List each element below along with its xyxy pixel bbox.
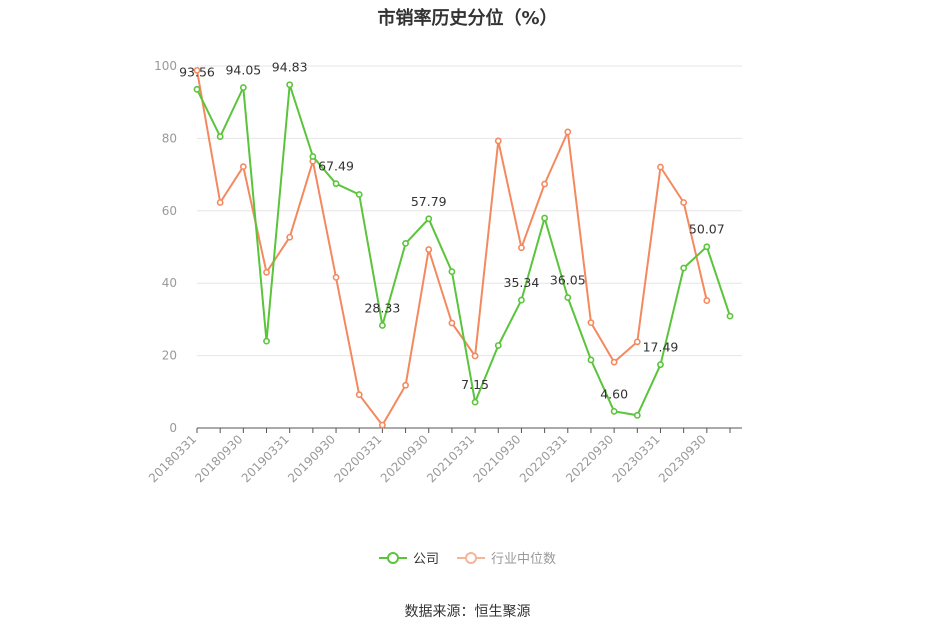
series-point-0	[494, 342, 502, 349]
series-point-1	[286, 233, 294, 241]
y-tick-label: 0	[169, 421, 177, 435]
data-label: 28.33	[364, 300, 400, 315]
series-point-1	[494, 137, 502, 145]
x-tick-label: 20220930	[563, 432, 616, 485]
series-point-1	[332, 274, 340, 281]
series-point-0	[193, 85, 201, 93]
series-point-1	[518, 244, 525, 252]
legend: 公司 行业中位数	[0, 548, 935, 567]
x-tick-label: 20210331	[424, 432, 477, 485]
series-point-1	[425, 246, 433, 253]
series-point-0	[378, 322, 386, 329]
series-point-1	[680, 199, 688, 206]
series-point-0	[216, 133, 224, 140]
axes: 0 20 40 60 80 100 2018033120180930201903312019…	[146, 59, 742, 485]
data-label: 67.49	[318, 159, 354, 174]
x-tick-label: 20200930	[378, 432, 431, 485]
series-point-1	[703, 297, 711, 304]
data-label: 94.83	[272, 60, 308, 75]
x-tick-label: 20220331	[517, 432, 570, 485]
data-label: 57.79	[411, 194, 447, 209]
series-point-0	[448, 268, 456, 276]
x-tick-label: 20230930	[656, 432, 709, 485]
series-point-0	[610, 407, 618, 415]
series-point-0	[633, 411, 641, 419]
line-chart: 0 20 40 60 80 100 2018033120180930201903312019…	[146, 59, 742, 485]
chart-title: 市销率历史分位（%）	[377, 8, 558, 29]
series-point-0	[286, 81, 294, 89]
series-point-1	[355, 391, 363, 399]
series-point-1	[263, 268, 270, 276]
series-point-0	[402, 239, 409, 247]
legend-item-company[interactable]: 公司	[378, 548, 439, 567]
series-point-0	[239, 84, 247, 91]
series-point-1	[657, 163, 664, 171]
data-label: 35.34	[504, 275, 540, 290]
data-label: 94.05	[225, 63, 261, 78]
data-label: 17.49	[643, 340, 679, 355]
series-point-0	[587, 356, 595, 364]
data-source: 数据来源：恒生聚源	[404, 604, 531, 620]
y-tick-label: 20	[162, 349, 177, 363]
series-point-1	[541, 180, 549, 188]
series-point-0	[703, 243, 711, 251]
series-point-1	[448, 319, 456, 327]
series-point-0	[425, 215, 433, 223]
x-tick-label: 20180930	[192, 432, 245, 485]
series-point-1	[633, 338, 641, 346]
series-point-0	[680, 264, 688, 272]
y-tick-label: 100	[154, 59, 177, 73]
series-point-1	[610, 358, 618, 366]
series-line-1	[196, 70, 708, 427]
series-point-0	[309, 153, 317, 160]
legend-item-industry-median[interactable]: 行业中位数	[457, 548, 556, 567]
series-point-0	[355, 191, 363, 198]
y-tick-label: 40	[162, 276, 177, 290]
data-label: 4.60	[600, 386, 628, 401]
series-point-1	[471, 352, 479, 360]
x-tick-label: 20200331	[331, 432, 384, 485]
legend-label-industry-median: 行业中位数	[491, 552, 557, 567]
series-point-1	[402, 381, 409, 389]
series-point-1	[587, 319, 595, 327]
x-tick-label: 20230331	[610, 432, 663, 485]
series-point-0	[726, 312, 734, 320]
x-tick-label: 20210930	[470, 432, 523, 485]
data-labels: 93.56 94.05 94.83 67.49 28.33 57.79 7.15 35.34 3…	[179, 60, 725, 402]
legend-marker-company-icon	[378, 551, 407, 564]
y-tick-label: 60	[162, 204, 177, 218]
x-tick-label: 20190331	[239, 432, 292, 485]
series-point-0	[657, 361, 664, 369]
data-label: 36.05	[550, 272, 586, 287]
y-tick-label: 80	[162, 131, 177, 145]
legend-marker-industry-median-icon	[457, 551, 485, 564]
series-point-0	[541, 214, 549, 222]
series-point-0	[564, 294, 572, 301]
series-line-0	[196, 83, 731, 417]
series-point-0	[471, 398, 479, 406]
legend-label-company: 公司	[412, 552, 439, 567]
x-tick-label: 20190930	[285, 432, 338, 485]
data-label: 50.07	[689, 222, 725, 237]
series-point-1	[564, 128, 572, 136]
grid-lines	[197, 65, 742, 357]
series-point-1	[239, 163, 247, 171]
series-point-1	[216, 199, 224, 206]
series-point-0	[332, 180, 340, 188]
series-lines	[193, 66, 734, 429]
series-point-0	[518, 296, 525, 304]
data-label: 93.56	[179, 64, 215, 79]
data-label: 7.15	[461, 377, 489, 392]
series-point-1	[193, 66, 201, 74]
series-point-0	[263, 337, 270, 345]
x-tick-label: 20180331	[146, 432, 199, 485]
series-point-1	[378, 421, 386, 429]
